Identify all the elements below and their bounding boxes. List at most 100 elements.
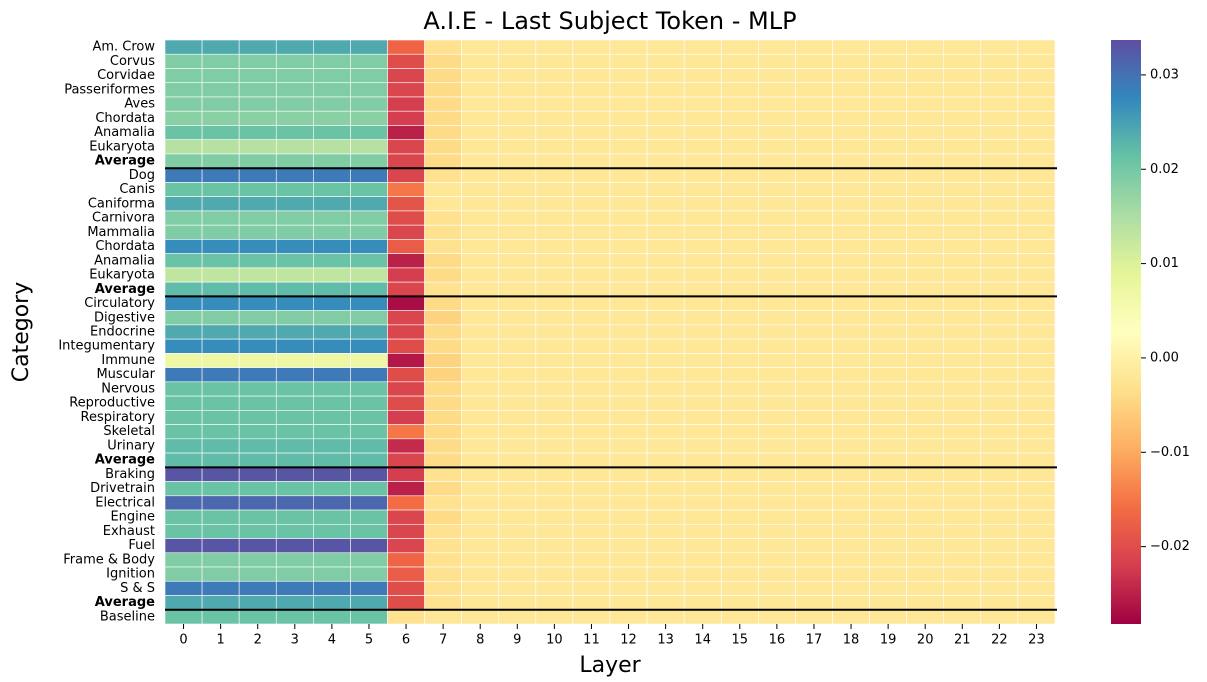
heatmap-cell [832, 523, 870, 539]
heatmap-cell [201, 96, 240, 112]
heatmap-cell [498, 609, 537, 625]
heatmap-cell [535, 182, 574, 197]
x-tick-label: 6 [402, 633, 410, 648]
heatmap-cell [201, 125, 240, 141]
heatmap-cell [461, 139, 500, 155]
heatmap-cell [943, 153, 982, 169]
heatmap-cell [683, 381, 722, 397]
heatmap-cell [795, 509, 833, 525]
heatmap-cell [683, 68, 722, 84]
heatmap-cell [201, 467, 240, 482]
heatmap-cell [164, 367, 203, 383]
heatmap-cell [906, 267, 945, 283]
heatmap-cell [461, 338, 500, 354]
heatmap-cell [164, 353, 203, 368]
heatmap-cell [164, 566, 203, 582]
heatmap-cell [758, 182, 796, 197]
heatmap-cell [609, 410, 648, 425]
heatmap-cell [943, 467, 982, 482]
heatmap-cell [646, 566, 685, 582]
heatmap-cell [758, 125, 796, 141]
heatmap-cell [720, 452, 759, 468]
heatmap-cell [164, 53, 203, 69]
heatmap-cell [201, 153, 240, 169]
heatmap-cell [758, 353, 796, 368]
heatmap-cell [646, 395, 685, 411]
heatmap-cell [758, 452, 796, 468]
heatmap-cell [275, 167, 314, 183]
heatmap-cell [943, 110, 982, 126]
heatmap-cell [313, 410, 351, 425]
heatmap-cell [572, 210, 611, 226]
heatmap-cell [164, 381, 203, 397]
heatmap-cell [720, 566, 759, 582]
heatmap-cell [720, 438, 759, 454]
heatmap-cell [609, 53, 648, 69]
heatmap-cell [424, 467, 462, 482]
heatmap-cell [535, 239, 574, 254]
heatmap-cell [795, 210, 833, 226]
heatmap-cell [424, 253, 462, 269]
heatmap-cell [906, 523, 945, 539]
heatmap-cell [201, 110, 240, 126]
heatmap-cell [424, 239, 462, 254]
heatmap-cell [832, 224, 870, 240]
heatmap-cell [795, 82, 833, 98]
heatmap-cell [683, 452, 722, 468]
heatmap-cell [758, 139, 796, 155]
heatmap-cell [164, 509, 203, 525]
heatmap-cell [535, 153, 574, 169]
heatmap-cell [572, 253, 611, 269]
y-tick-label: Average [95, 453, 155, 468]
heatmap-cell [832, 381, 870, 397]
heatmap-cell [720, 182, 759, 197]
heatmap-cell [387, 367, 425, 383]
y-tick-label: Caniforma [88, 196, 155, 211]
heatmap-cell [572, 609, 611, 625]
heatmap-cell [164, 139, 203, 155]
heatmap-cell [313, 324, 351, 340]
heatmap-cell [646, 182, 685, 197]
heatmap-cell [275, 324, 314, 340]
heatmap-cell [313, 538, 351, 554]
heatmap-cell [238, 210, 277, 226]
heatmap-cell [906, 538, 945, 554]
heatmap-cell [313, 523, 351, 539]
heatmap-cell [350, 53, 388, 69]
heatmap-cell [906, 353, 945, 368]
heatmap-cell [646, 239, 685, 254]
heatmap-cell [980, 310, 1019, 326]
heatmap-cell [943, 438, 982, 454]
heatmap-cell [980, 538, 1019, 554]
heatmap-cell [720, 296, 759, 311]
heatmap-cell [461, 410, 500, 425]
heatmap-cell [869, 125, 907, 141]
heatmap-cell [1017, 367, 1056, 383]
y-tick-label: Mammalia [87, 225, 155, 240]
heatmap-cell [313, 182, 351, 197]
heatmap-cell [980, 267, 1019, 283]
heatmap-cell [720, 495, 759, 511]
heatmap-cell [795, 367, 833, 383]
heatmap-cell [795, 196, 833, 212]
heatmap-cell [572, 96, 611, 112]
heatmap-cell [980, 39, 1019, 55]
heatmap-cell [387, 39, 425, 55]
heatmap-cell [350, 82, 388, 98]
y-tick-label: Respiratory [81, 410, 156, 425]
heatmap-cell [869, 139, 907, 155]
heatmap-cell [646, 267, 685, 283]
heatmap-cell [869, 224, 907, 240]
heatmap-cell [535, 438, 574, 454]
heatmap-cell [869, 267, 907, 283]
heatmap-cell [683, 39, 722, 55]
heatmap-cell [164, 182, 203, 197]
heatmap-cell [758, 523, 796, 539]
heatmap-cell [646, 609, 685, 625]
heatmap-cell [646, 509, 685, 525]
heatmap-cell [906, 481, 945, 497]
heatmap-cell [758, 395, 796, 411]
heatmap-cell [387, 395, 425, 411]
heatmap-cell [795, 381, 833, 397]
heatmap-cell [238, 424, 277, 440]
